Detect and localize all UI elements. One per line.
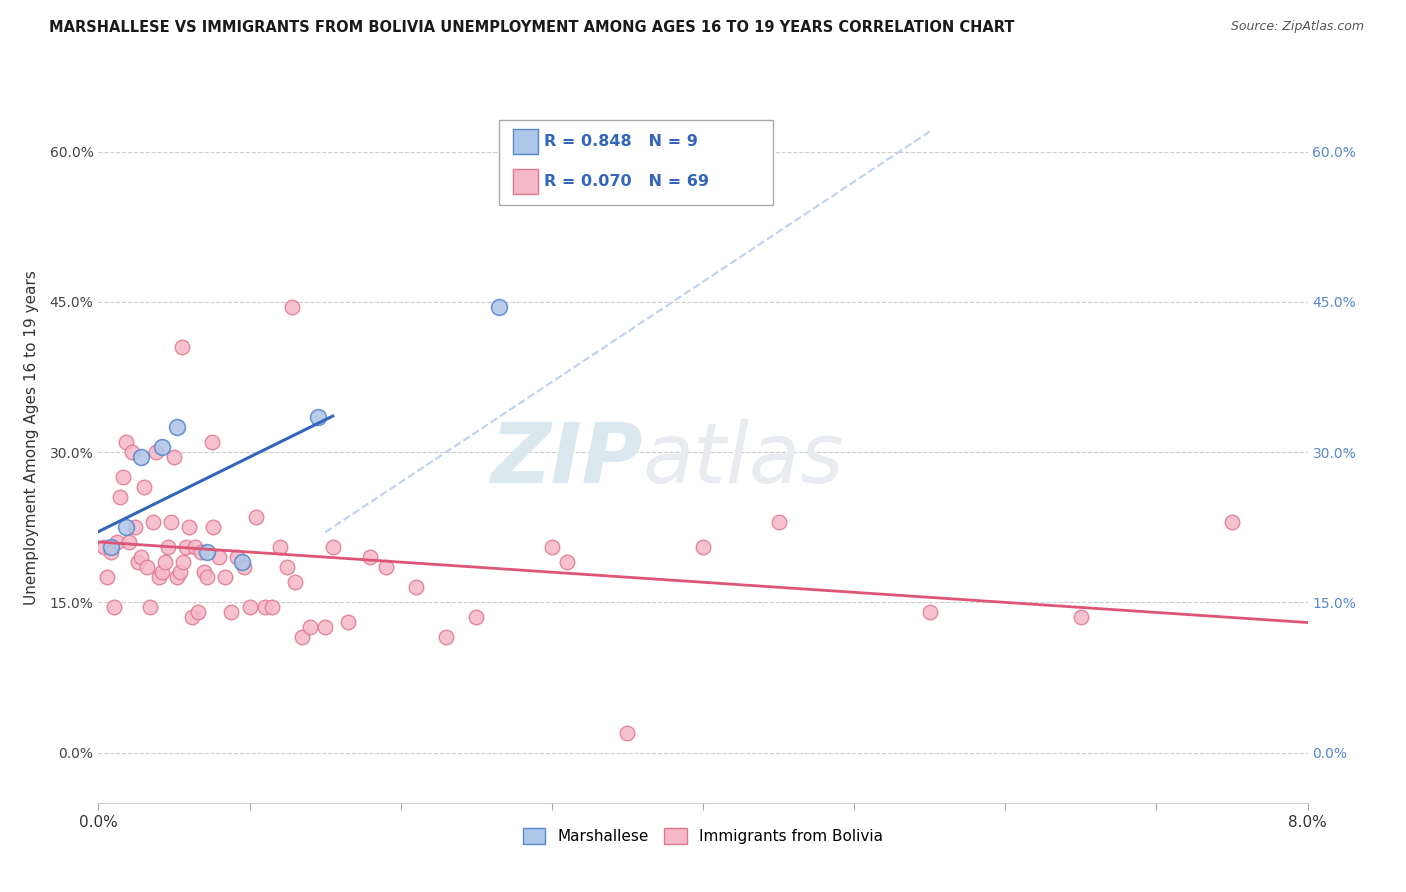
Point <box>232 560 254 574</box>
Point <box>262 600 284 615</box>
Point <box>291 631 314 645</box>
Legend: Marshallese, Immigrants from Bolivia: Marshallese, Immigrants from Bolivia <box>516 822 890 850</box>
Point <box>231 555 253 569</box>
Point <box>226 550 249 565</box>
Y-axis label: Unemployment Among Ages 16 to 19 years: Unemployment Among Ages 16 to 19 years <box>24 269 38 605</box>
Point <box>114 520 136 534</box>
Text: R = 0.848   N = 9: R = 0.848 N = 9 <box>544 135 697 149</box>
Point <box>114 435 136 450</box>
Point <box>201 435 224 450</box>
Point <box>239 600 262 615</box>
Point <box>163 450 186 464</box>
Point <box>465 610 488 624</box>
Point <box>314 620 336 634</box>
Point <box>374 560 396 574</box>
Point <box>172 555 194 569</box>
Point <box>322 541 344 555</box>
Point <box>181 610 204 624</box>
Point <box>488 300 510 314</box>
Point <box>281 300 304 314</box>
Point <box>118 535 141 549</box>
Point <box>195 570 218 584</box>
Point <box>174 541 197 555</box>
Point <box>148 570 170 584</box>
Point <box>434 631 457 645</box>
Point <box>195 545 218 559</box>
Point <box>269 541 291 555</box>
Point <box>150 566 173 580</box>
Point <box>187 606 209 620</box>
Point <box>93 541 115 555</box>
Point <box>190 545 212 559</box>
Point <box>96 570 118 584</box>
Point <box>768 515 790 529</box>
Point <box>135 560 157 574</box>
Point <box>245 510 267 524</box>
Point <box>166 570 188 584</box>
Point <box>160 515 183 529</box>
Point <box>202 520 225 534</box>
Point <box>105 535 128 549</box>
Text: Source: ZipAtlas.com: Source: ZipAtlas.com <box>1230 20 1364 33</box>
Point <box>142 515 165 529</box>
Point <box>540 541 562 555</box>
Point <box>108 490 131 504</box>
Point <box>129 450 152 464</box>
Point <box>129 550 152 565</box>
Point <box>170 340 193 354</box>
Point <box>124 520 146 534</box>
Point <box>100 545 122 559</box>
Point <box>132 480 155 494</box>
Point <box>169 566 191 580</box>
Point <box>336 615 359 630</box>
Point <box>166 420 188 434</box>
Point <box>1220 515 1243 529</box>
Point <box>193 566 215 580</box>
Point <box>100 541 122 555</box>
Point <box>307 410 329 425</box>
Text: atlas: atlas <box>643 418 844 500</box>
Text: MARSHALLESE VS IMMIGRANTS FROM BOLIVIA UNEMPLOYMENT AMONG AGES 16 TO 19 YEARS CO: MARSHALLESE VS IMMIGRANTS FROM BOLIVIA U… <box>49 20 1015 35</box>
Point <box>145 445 167 459</box>
Point <box>214 570 236 584</box>
Point <box>555 555 578 569</box>
Point <box>208 550 231 565</box>
Point <box>156 541 179 555</box>
Point <box>1070 610 1092 624</box>
Point <box>184 541 207 555</box>
Point <box>692 541 714 555</box>
Point <box>918 606 941 620</box>
Point <box>360 550 382 565</box>
Point <box>253 600 276 615</box>
Point <box>221 606 243 620</box>
Text: ZIP: ZIP <box>489 418 643 500</box>
Point <box>121 445 143 459</box>
Point <box>616 725 638 739</box>
Point <box>405 580 427 594</box>
Point <box>103 600 125 615</box>
Point <box>284 575 307 590</box>
Point <box>127 555 149 569</box>
Point <box>299 620 322 634</box>
Point <box>153 555 176 569</box>
Text: R = 0.070   N = 69: R = 0.070 N = 69 <box>544 174 709 188</box>
Point <box>179 520 201 534</box>
Point <box>276 560 298 574</box>
Point <box>139 600 162 615</box>
Point <box>111 470 134 484</box>
Point <box>150 440 173 454</box>
